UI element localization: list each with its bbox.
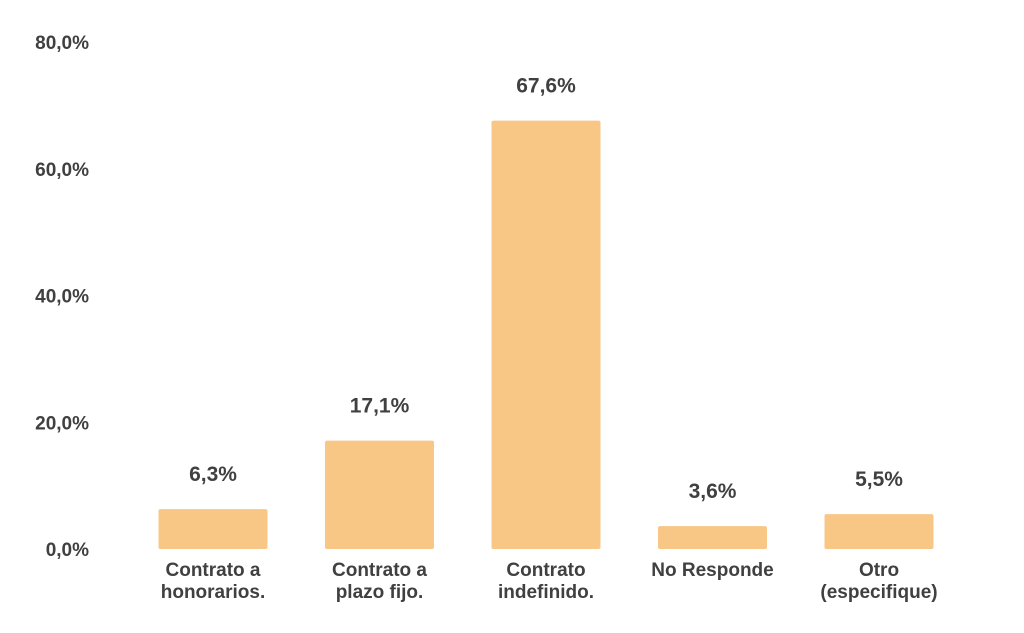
x-tick-label-line: Otro [859, 560, 899, 581]
bar [325, 440, 434, 549]
x-tick-label-line: Contrato [506, 560, 585, 581]
data-label: 17,1% [350, 395, 410, 418]
data-label: 3,6% [689, 480, 737, 503]
bar [158, 509, 268, 549]
y-axis: 0,0% 20,0% 40,0% 60,0% 80,0% [35, 33, 89, 561]
x-tick-label-line: Contrato a [166, 560, 261, 581]
x-tick-label-line: (especifique) [820, 582, 937, 603]
x-tick-label: Otro (especifique) [820, 560, 937, 603]
bar [824, 514, 934, 549]
value-labels-group: 6,3% 17,1% 67,6% 3,6% 5,5% [189, 75, 903, 504]
y-tick-label: 80,0% [35, 33, 89, 54]
y-tick-label: 0,0% [46, 540, 89, 561]
x-axis: Contrato a honorarios.Contrato a plazo fij… [161, 560, 938, 603]
x-tick-label-line: plazo fijo. [336, 582, 424, 603]
bar [491, 120, 601, 550]
x-tick-label: No Responde [651, 560, 773, 581]
data-label: 6,3% [189, 463, 237, 486]
x-tick-label: Contrato indefinido. [498, 560, 594, 603]
x-tick-label-line: Contrato a [332, 560, 427, 581]
y-tick-label: 60,0% [35, 160, 89, 181]
x-tick-label: Contrato a honorarios. [161, 560, 266, 603]
bar [658, 526, 767, 549]
x-tick-label-line: No Responde [651, 560, 773, 581]
x-tick-label-line: honorarios. [161, 582, 266, 603]
data-label: 5,5% [855, 468, 903, 491]
x-tick-label-line: indefinido. [498, 582, 594, 603]
bars-group [158, 120, 934, 550]
y-tick-label: 20,0% [35, 413, 89, 434]
x-tick-label: Contrato a plazo fijo. [332, 560, 427, 603]
y-tick-label: 40,0% [35, 287, 89, 308]
data-label: 67,6% [516, 75, 576, 98]
